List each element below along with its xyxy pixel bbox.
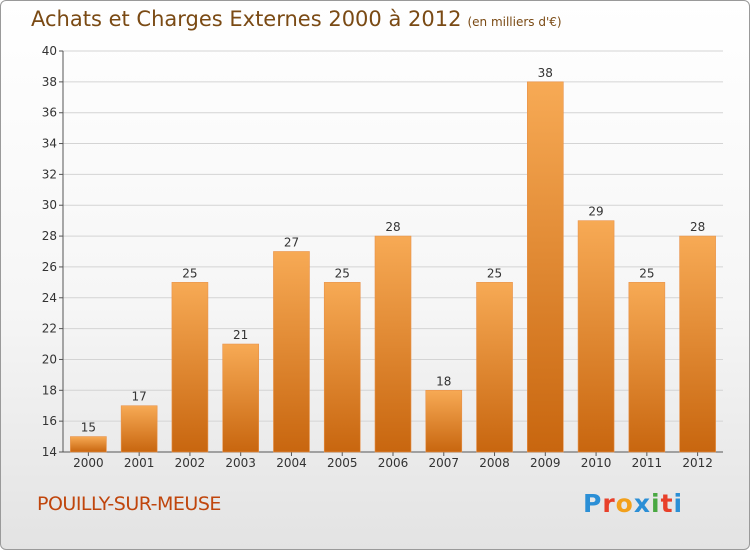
x-tick-label-2009: 2009 bbox=[530, 456, 561, 470]
data-label-2008: 25 bbox=[487, 266, 502, 280]
proxiti-logo: Proxiti bbox=[583, 489, 683, 518]
bar-2007 bbox=[425, 390, 463, 453]
data-label-2012: 28 bbox=[690, 220, 705, 234]
y-tick-label: 36 bbox=[42, 106, 57, 120]
x-tick-label-2002: 2002 bbox=[175, 456, 206, 470]
bar-2004 bbox=[273, 251, 310, 453]
x-tick-label-2003: 2003 bbox=[225, 456, 256, 470]
data-label-2006: 28 bbox=[385, 220, 400, 234]
chart-title-text: Achats et Charges Externes 2000 à 2012 bbox=[31, 7, 462, 31]
data-label-2001: 17 bbox=[132, 390, 147, 404]
logo-letter: i bbox=[651, 489, 661, 518]
data-label-2004: 27 bbox=[284, 236, 299, 250]
data-label-2009: 38 bbox=[538, 66, 553, 80]
x-tick-label-2010: 2010 bbox=[581, 456, 612, 470]
y-tick-label: 30 bbox=[42, 198, 57, 212]
y-tick-label: 38 bbox=[42, 75, 57, 89]
data-label-2002: 25 bbox=[182, 266, 197, 280]
chart-title: Achats et Charges Externes 2000 à 2012 (e… bbox=[31, 7, 562, 31]
bar-2009 bbox=[527, 81, 564, 453]
bar-2011 bbox=[628, 282, 666, 453]
y-tick-label: 16 bbox=[42, 414, 57, 428]
y-tick-label: 32 bbox=[42, 167, 57, 181]
logo-letter: i bbox=[673, 489, 684, 518]
y-tick-label: 26 bbox=[42, 260, 57, 274]
data-label-2010: 29 bbox=[588, 205, 603, 219]
bar-2000 bbox=[70, 436, 107, 453]
data-label-2005: 25 bbox=[335, 266, 350, 280]
labels: 14 16 18 20 22 24 26 28 30 32 34 36 38 40 15 2000 17 2001… bbox=[42, 44, 713, 470]
logo-letter: o bbox=[615, 489, 634, 518]
y-tick-label: 22 bbox=[42, 322, 57, 336]
x-tick-label-2001: 2001 bbox=[124, 456, 155, 470]
x-tick-label-2012: 2012 bbox=[682, 456, 713, 470]
y-tick-label: 18 bbox=[42, 383, 57, 397]
bar-2001 bbox=[120, 405, 158, 453]
y-tick-label: 24 bbox=[42, 291, 57, 305]
logo-letter: r bbox=[602, 489, 616, 518]
data-label-2007: 18 bbox=[436, 374, 451, 388]
y-tick-label: 40 bbox=[42, 44, 57, 58]
bar-2012 bbox=[679, 235, 716, 453]
bar-2002 bbox=[171, 282, 209, 453]
y-tick-label: 28 bbox=[42, 229, 57, 243]
bar-2003 bbox=[222, 343, 259, 453]
x-tick-label-2008: 2008 bbox=[479, 456, 510, 470]
logo-letter: t bbox=[660, 489, 674, 518]
bars bbox=[70, 81, 716, 453]
logo-letter: x bbox=[633, 489, 651, 518]
commune-name: POUILLY-SUR-MEUSE bbox=[37, 493, 221, 515]
bar-2005 bbox=[323, 282, 361, 453]
x-tick-label-2011: 2011 bbox=[632, 456, 663, 470]
y-tick-label: 14 bbox=[42, 445, 57, 459]
x-tick-label-2005: 2005 bbox=[327, 456, 358, 470]
data-label-2011: 25 bbox=[639, 266, 654, 280]
bar-2006 bbox=[374, 235, 412, 453]
bar-2008 bbox=[476, 282, 513, 453]
y-tick-label: 34 bbox=[42, 137, 57, 151]
x-tick-label-2004: 2004 bbox=[276, 456, 307, 470]
y-tick-label: 20 bbox=[42, 352, 57, 366]
x-tick-label-2000: 2000 bbox=[73, 456, 104, 470]
x-tick-label-2007: 2007 bbox=[428, 456, 459, 470]
x-tick-label-2006: 2006 bbox=[378, 456, 409, 470]
bar-2010 bbox=[577, 220, 615, 453]
logo-letter: P bbox=[583, 489, 603, 518]
chart-unit: (en milliers d'€) bbox=[467, 15, 562, 29]
data-label-2000: 15 bbox=[81, 421, 96, 435]
data-label-2003: 21 bbox=[233, 328, 248, 342]
